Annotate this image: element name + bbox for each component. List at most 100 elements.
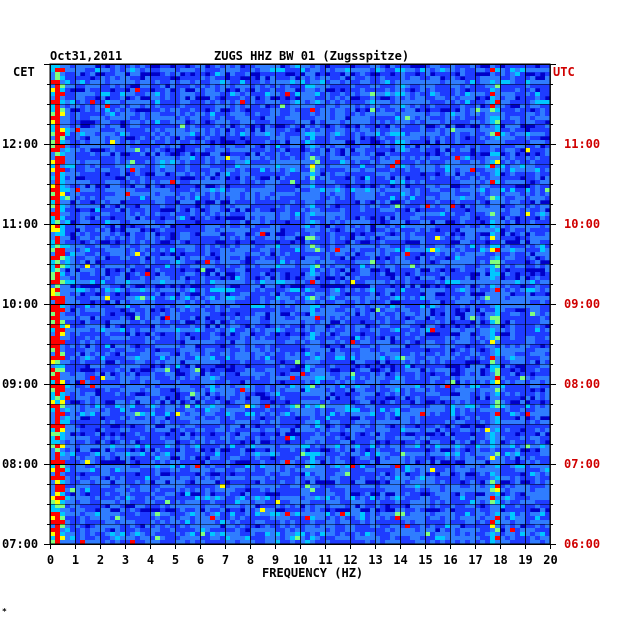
heatmap-cell — [375, 196, 381, 201]
heatmap-cell — [285, 100, 291, 105]
heatmap-cell — [270, 76, 276, 81]
heatmap-cell — [165, 116, 171, 121]
heatmap-cell — [115, 180, 121, 185]
heatmap-cell — [440, 172, 446, 177]
heatmap-cell — [345, 212, 351, 217]
heatmap-cell — [260, 76, 266, 81]
heatmap-cell — [50, 72, 56, 77]
heatmap-cell — [50, 284, 56, 289]
heatmap-cell — [370, 240, 376, 245]
heatmap-cell — [80, 128, 86, 133]
heatmap-cell — [475, 228, 481, 233]
heatmap-cell — [435, 176, 441, 181]
heatmap-cell — [155, 108, 161, 113]
heatmap-cell — [235, 184, 241, 189]
heatmap-cell — [435, 188, 441, 193]
heatmap-cell — [270, 220, 276, 225]
heatmap-cell — [355, 224, 361, 229]
heatmap-cell — [185, 112, 191, 117]
heatmap-cell — [65, 248, 71, 253]
heatmap-cell — [205, 84, 211, 89]
heatmap-cell — [235, 256, 241, 261]
heatmap-cell — [235, 136, 241, 141]
heatmap-cell — [55, 208, 61, 213]
heatmap-cell — [65, 128, 71, 133]
heatmap-cell — [80, 100, 86, 105]
heatmap-cell — [260, 80, 266, 85]
heatmap-cell — [430, 276, 436, 281]
heatmap-cell — [510, 88, 516, 93]
heatmap-cell — [390, 248, 396, 253]
heatmap-cell — [545, 224, 551, 229]
heatmap-cell — [400, 224, 406, 229]
heatmap-cell — [490, 140, 496, 145]
heatmap-cell — [415, 248, 421, 253]
heatmap-cell — [535, 200, 541, 205]
heatmap-cell — [305, 196, 311, 201]
heatmap-cell — [475, 212, 481, 217]
heatmap-cell — [535, 96, 541, 101]
heatmap-cell — [225, 124, 231, 129]
heatmap-cell — [70, 248, 76, 253]
heatmap-cell — [425, 208, 431, 213]
heatmap-cell — [245, 72, 251, 77]
heatmap-cell — [400, 88, 406, 93]
heatmap-cell — [300, 196, 306, 201]
heatmap-cell — [175, 268, 181, 273]
heatmap-cell — [465, 216, 471, 221]
heatmap-cell — [215, 280, 221, 285]
heatmap-cell — [270, 188, 276, 193]
heatmap-cell — [430, 156, 436, 161]
heatmap-cell — [525, 248, 531, 253]
heatmap-cell — [175, 168, 181, 173]
heatmap-cell — [500, 248, 506, 253]
heatmap-cell — [190, 268, 196, 273]
heatmap-cell — [125, 284, 131, 289]
heatmap-cell — [125, 192, 131, 197]
heatmap-cell — [85, 232, 91, 237]
heatmap-cell — [490, 168, 496, 173]
heatmap-cell — [320, 76, 326, 81]
heatmap-cell — [505, 120, 511, 125]
heatmap-cell — [520, 248, 526, 253]
heatmap-cell — [160, 108, 166, 113]
heatmap-cell — [195, 152, 201, 157]
heatmap-cell — [355, 280, 361, 285]
heatmap-cell — [360, 168, 366, 173]
heatmap-cell — [65, 164, 71, 169]
heatmap-cell — [240, 172, 246, 177]
heatmap-cell — [160, 168, 166, 173]
heatmap-cell — [80, 208, 86, 213]
heatmap-cell — [210, 224, 216, 229]
heatmap-cell — [330, 152, 336, 157]
heatmap-cell — [335, 172, 341, 177]
heatmap-cell — [250, 112, 256, 117]
heatmap-cell — [410, 72, 416, 77]
heatmap-cell — [320, 264, 326, 269]
heatmap-cell — [215, 124, 221, 129]
heatmap-cell — [385, 104, 391, 109]
heatmap-cell — [530, 144, 536, 149]
heatmap-cell — [50, 124, 56, 129]
heatmap-cell — [475, 252, 481, 257]
heatmap-cell — [140, 200, 146, 205]
heatmap-cell — [495, 112, 501, 117]
heatmap-cell — [240, 68, 246, 73]
heatmap-cell — [340, 228, 346, 233]
heatmap-cell — [90, 264, 96, 269]
heatmap-cell — [405, 92, 411, 97]
heatmap-cell — [105, 244, 111, 249]
heatmap-cell — [335, 248, 341, 253]
heatmap-cell — [215, 92, 221, 97]
heatmap-cell — [225, 260, 231, 265]
heatmap-cell — [525, 112, 531, 117]
heatmap-cell — [340, 84, 346, 89]
heatmap-cell — [355, 192, 361, 197]
heatmap-cell — [65, 168, 71, 173]
heatmap-cell — [265, 68, 271, 73]
heatmap-cell — [185, 124, 191, 129]
heatmap-cell — [220, 156, 226, 161]
heatmap-cell — [365, 276, 371, 281]
heatmap-cell — [465, 264, 471, 269]
heatmap-cell — [290, 280, 296, 285]
